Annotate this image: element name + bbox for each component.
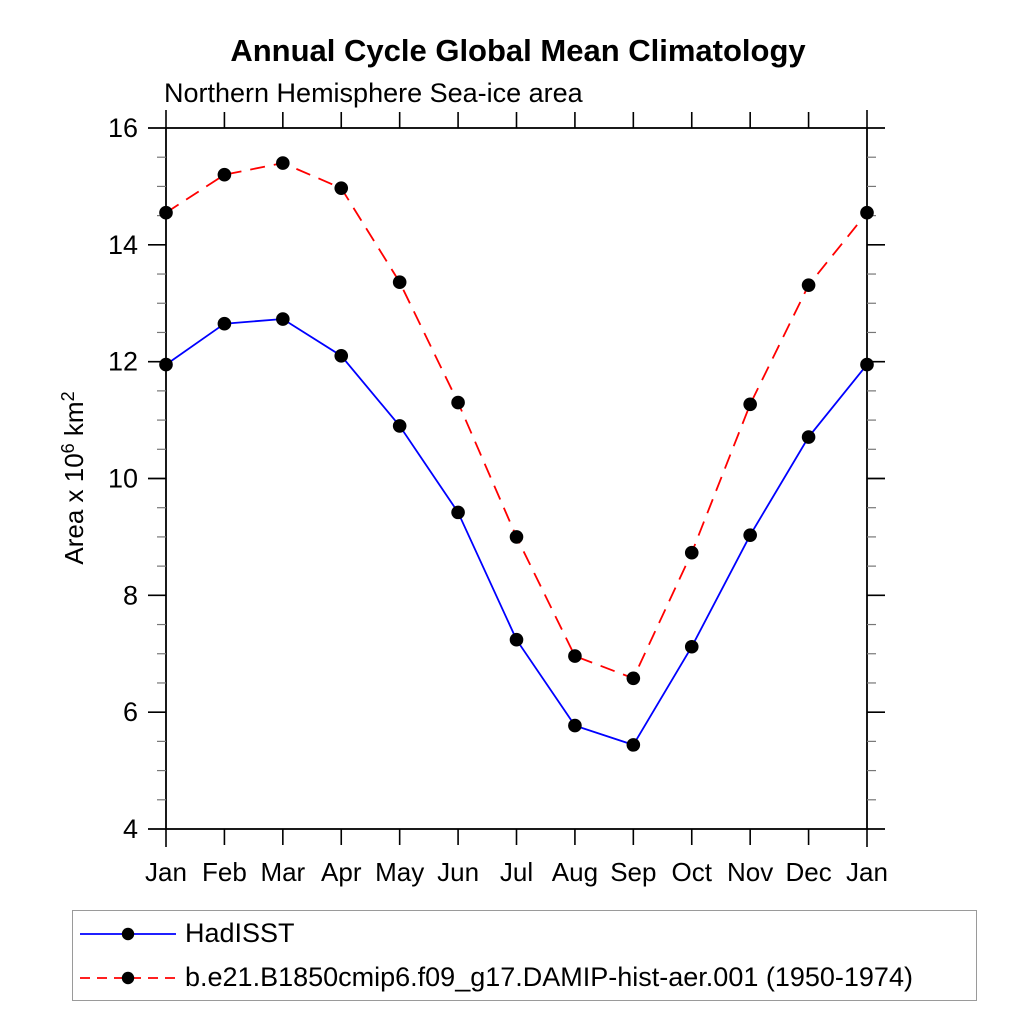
data-point-marker xyxy=(392,419,407,433)
data-point-marker xyxy=(801,278,816,292)
legend-label-model: b.e21.B1850cmip6.f09_g17.DAMIP-hist-aer.… xyxy=(185,962,913,992)
x-tick-label: Jul xyxy=(500,857,533,887)
data-point-marker xyxy=(276,156,290,170)
x-tick-label: Sep xyxy=(610,857,656,887)
x-tick-label: Feb xyxy=(202,857,247,887)
legend-box: HadISST b.e21.B1850cmip6.f09_g17.DAMIP-h… xyxy=(72,910,977,1001)
legend-label-hadisst: HadISST xyxy=(185,918,295,948)
data-point-marker xyxy=(217,167,232,182)
chart-title: Annual Cycle Global Mean Climatology xyxy=(230,33,806,68)
data-point-marker xyxy=(684,545,699,560)
legend-item-model: b.e21.B1850cmip6.f09_g17.DAMIP-hist-aer.… xyxy=(78,956,976,1000)
y-axis-label: Area x 106 km2 xyxy=(58,391,89,564)
data-point-marker xyxy=(276,312,290,326)
data-point-marker xyxy=(509,632,524,647)
x-tick-label: Jan xyxy=(145,857,187,887)
x-tick-label: Jan xyxy=(846,857,888,887)
legend-sample-marker xyxy=(121,971,135,984)
series-model xyxy=(159,156,874,686)
y-tick-label: 4 xyxy=(123,814,138,844)
data-point-marker xyxy=(743,528,757,542)
data-point-marker xyxy=(626,738,641,752)
data-point-marker xyxy=(451,505,465,520)
chart-subtitle: Northern Hemisphere Sea-ice area xyxy=(164,78,583,108)
x-tick-label: Oct xyxy=(672,857,713,887)
data-point-marker xyxy=(334,349,349,363)
y-axis: 4 6 8 10 12 14 16 xyxy=(108,113,885,844)
y-tick-label: 6 xyxy=(123,697,138,727)
data-point-marker xyxy=(509,530,524,544)
data-point-marker xyxy=(159,357,173,372)
data-point-marker xyxy=(860,205,874,220)
data-point-marker xyxy=(392,275,407,290)
y-tick-label: 8 xyxy=(123,580,138,610)
y-minor-ticks xyxy=(157,156,876,801)
x-tick-label: Nov xyxy=(727,857,773,887)
legend-line-dashed-icon xyxy=(80,971,176,984)
plot-frame xyxy=(165,127,868,830)
data-point-marker xyxy=(743,397,757,412)
data-point-marker xyxy=(217,316,232,331)
data-point-marker xyxy=(159,205,173,220)
data-point-marker xyxy=(568,649,582,663)
legend-line-solid-icon xyxy=(80,927,176,940)
y-tick-label: 12 xyxy=(108,347,138,377)
data-point-marker xyxy=(860,357,874,372)
data-point-marker xyxy=(626,671,641,686)
x-tick-label: Apr xyxy=(321,857,362,887)
x-tick-label: Aug xyxy=(552,857,598,887)
x-tick-label: Jun xyxy=(437,857,479,887)
x-tick-label: Mar xyxy=(260,857,305,887)
data-point-marker xyxy=(451,395,465,410)
legend-sample-marker xyxy=(121,927,135,940)
y-tick-label: 14 xyxy=(108,230,138,260)
series-hadisst xyxy=(159,312,874,752)
x-axis: Jan Feb Mar Apr May Jun Jul Aug Sep Oct Nov Dec Jan xyxy=(145,110,888,887)
legend-item-hadisst: HadISST xyxy=(78,912,976,956)
y-tick-label: 10 xyxy=(108,464,138,494)
data-point-marker xyxy=(684,639,699,654)
y-tick-label: 16 xyxy=(108,113,138,143)
x-tick-label: Dec xyxy=(785,857,831,887)
series-line xyxy=(165,162,868,680)
x-tick-label: May xyxy=(375,857,424,887)
data-point-marker xyxy=(334,181,349,195)
data-point-marker xyxy=(801,430,816,444)
data-point-marker xyxy=(568,718,582,733)
